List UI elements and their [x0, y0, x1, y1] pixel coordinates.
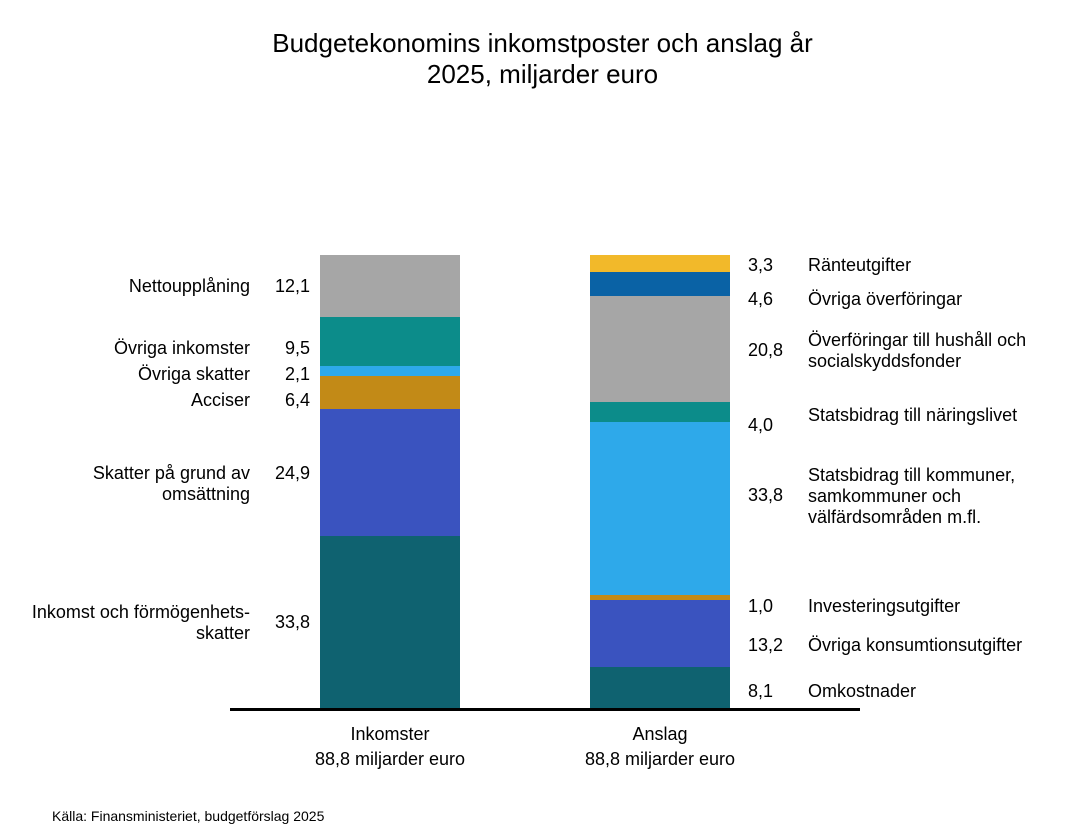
income-label: Nettoupplåning — [0, 276, 250, 297]
expenditure-segment — [590, 255, 730, 272]
axis-label-expenditure-line2: 88,8 miljarder euro — [585, 749, 735, 769]
expenditure-label: Investeringsutgifter — [808, 596, 1068, 617]
income-segment — [320, 366, 460, 377]
axis-label-income-line2: 88,8 miljarder euro — [315, 749, 465, 769]
expenditure-label: Statsbidrag till kommuner, samkommuner o… — [808, 465, 1068, 528]
expenditure-segment — [590, 272, 730, 295]
income-value: 2,1 — [260, 364, 310, 385]
expenditure-label: Omkostnader — [808, 681, 1068, 702]
income-label: Skatter på grund av omsättning — [0, 463, 250, 505]
expenditure-value: 13,2 — [748, 635, 798, 656]
expenditure-segment — [590, 667, 730, 708]
expenditure-label: Överföringar till hushåll och socialskyd… — [808, 330, 1068, 372]
expenditure-label: Ränteutgifter — [808, 255, 1068, 276]
expenditure-value: 4,0 — [748, 415, 798, 436]
baseline — [230, 708, 860, 711]
source-text: Källa: Finansministeriet, budgetförslag … — [52, 808, 324, 824]
income-segment — [320, 255, 460, 317]
expenditure-segment — [590, 600, 730, 667]
chart-title-line1: Budgetekonomins inkomstposter och anslag… — [272, 28, 813, 58]
income-bar — [320, 255, 460, 708]
expenditure-segment — [590, 296, 730, 402]
income-segment — [320, 409, 460, 536]
income-label: Övriga inkomster — [0, 338, 250, 359]
income-value: 9,5 — [260, 338, 310, 359]
expenditure-value: 33,8 — [748, 485, 798, 506]
expenditure-value: 4,6 — [748, 289, 798, 310]
chart-title-line2: 2025, miljarder euro — [427, 59, 658, 89]
expenditure-label: Övriga överföringar — [808, 289, 1068, 310]
income-label: Acciser — [0, 390, 250, 411]
income-label: Övriga skatter — [0, 364, 250, 385]
axis-label-expenditure-line1: Anslag — [632, 724, 687, 744]
income-value: 24,9 — [260, 463, 310, 484]
chart-title: Budgetekonomins inkomstposter och anslag… — [0, 0, 1085, 90]
income-segment — [320, 376, 460, 409]
income-segment — [320, 317, 460, 365]
expenditure-value: 1,0 — [748, 596, 798, 617]
income-value: 6,4 — [260, 390, 310, 411]
income-value: 33,8 — [260, 612, 310, 633]
expenditure-bar — [590, 255, 730, 708]
income-value: 12,1 — [260, 276, 310, 297]
expenditure-value: 20,8 — [748, 340, 798, 361]
axis-label-income-line1: Inkomster — [350, 724, 429, 744]
expenditure-value: 3,3 — [748, 255, 798, 276]
income-segment — [320, 536, 460, 708]
income-label: Inkomst och förmögenhets-skatter — [0, 602, 250, 644]
expenditure-label: Övriga konsumtionsutgifter — [808, 635, 1068, 656]
expenditure-label: Statsbidrag till näringslivet — [808, 405, 1068, 426]
expenditure-segment — [590, 422, 730, 594]
expenditure-segment — [590, 402, 730, 422]
expenditure-value: 8,1 — [748, 681, 798, 702]
